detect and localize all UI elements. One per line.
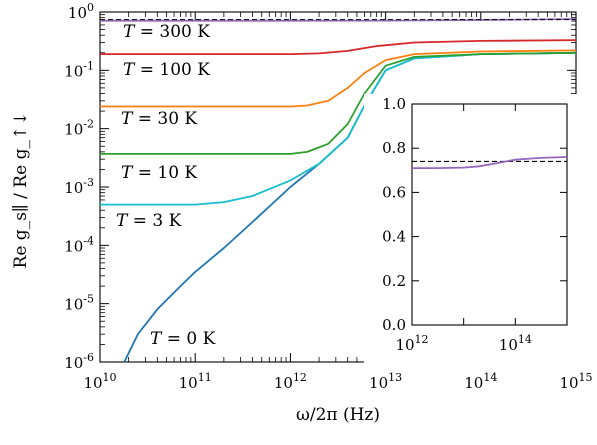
curve-label: T = 10 K: [121, 163, 197, 183]
y-tick-label: 10-3: [64, 176, 94, 197]
y-axis-title: Re g_s∥ / Re g_↑↓: [11, 112, 31, 269]
x-tick-label: 1015: [559, 371, 592, 392]
curve-label: T = 30 K: [121, 109, 197, 129]
inset-y-tick-label: 0.6: [382, 183, 406, 201]
inset-x-tick-label: 1014: [499, 333, 532, 354]
x-tick-label: 1014: [464, 371, 497, 392]
inset-y-tick-label: 0.0: [382, 316, 406, 334]
curve-label: T = 300 K: [123, 22, 210, 42]
main-curves: [100, 18, 576, 362]
inset-y-tick-label: 0.4: [382, 228, 406, 246]
main-plot: 1010 1011 1012 1013 1014 1015 100 10-1 10-2 10-3 1…: [64, 1, 592, 392]
inset-x-tick-label: 1012: [395, 333, 428, 354]
curve-label: T = 0 K: [150, 329, 216, 349]
y-tick-label: 100: [68, 1, 94, 22]
x-tick-label: 1013: [369, 371, 402, 392]
series-line-t-3-k: [100, 51, 576, 206]
y-tick-label: 10-5: [64, 293, 94, 314]
y-tick-label: 10-6: [64, 351, 94, 372]
y-tick-label: 10-1: [64, 59, 94, 80]
x-tick-label: 1012: [274, 371, 307, 392]
x-tick-label: 1011: [179, 371, 212, 392]
inset-frame: [411, 103, 568, 326]
inset-y-tick-label: 0.8: [382, 139, 406, 157]
x-axis-title: ω/2π (Hz): [296, 405, 380, 425]
series-line-t-10-k: [100, 51, 576, 155]
inset-plot: 1012 1014 0.0 0.2 0.4 0.6 0.8 1.0: [364, 94, 577, 367]
curve-label: T = 3 K: [116, 211, 182, 231]
inset-y-tick-label: 0.2: [382, 272, 406, 290]
y-tick-label: 10-2: [64, 118, 94, 139]
inset-series-line-300k: [412, 156, 568, 169]
series-line-t-30-k: [100, 49, 576, 108]
series-line-t-100-k: [100, 39, 576, 55]
inset-y-tick-label: 1.0: [382, 95, 406, 113]
x-tick-label: 1010: [83, 371, 116, 392]
curve-label: T = 100 K: [123, 60, 210, 80]
y-tick-label: 10-4: [64, 234, 94, 255]
